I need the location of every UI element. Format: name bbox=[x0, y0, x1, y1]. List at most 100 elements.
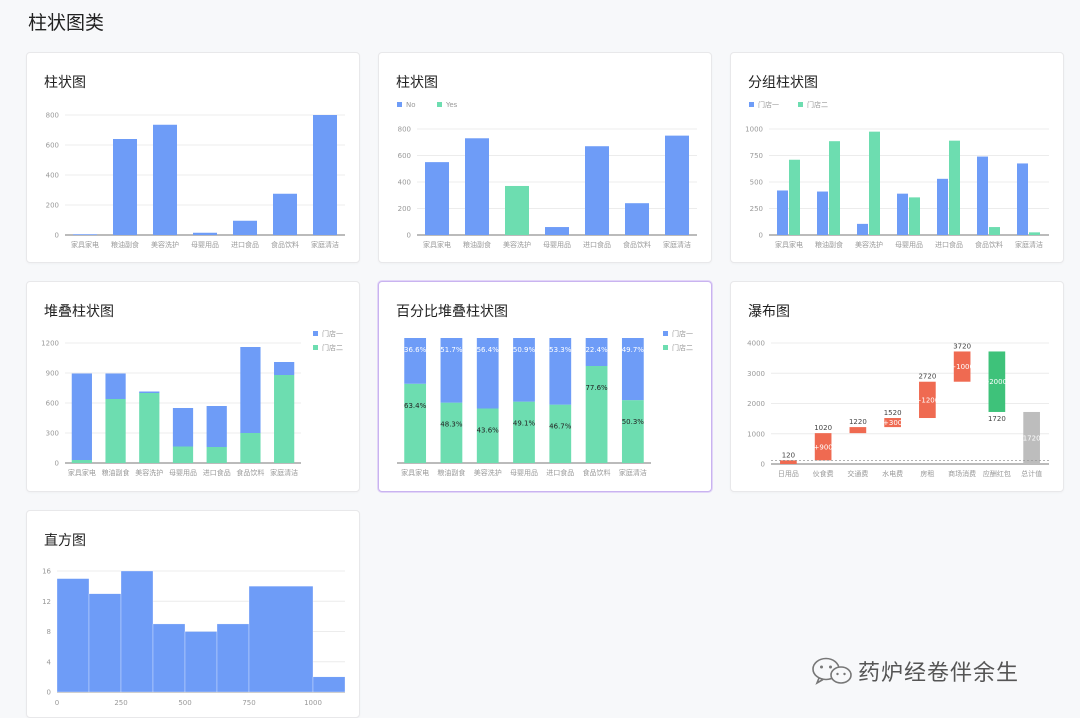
bar bbox=[625, 203, 649, 235]
chart-card-percent-stacked-bar[interactable]: 百分比堆叠柱状图 门店一 门店二 63.4% 36.6% 48.3% 51.7% 43.6%… bbox=[378, 281, 712, 492]
bar bbox=[505, 185, 529, 235]
bar-segment bbox=[274, 375, 295, 463]
data-label: 48.3% bbox=[440, 421, 463, 429]
chart-card-bar-colored[interactable]: 柱状图 No Yes 0 200 400 600 800 家具家电 粮油副食 美容洗护 母婴用品 进口… bbox=[378, 52, 712, 263]
bar bbox=[829, 141, 840, 235]
x-tick-label: 粮油副食 bbox=[437, 468, 465, 477]
x-tick-label: 总计值 bbox=[1021, 469, 1042, 478]
chart-card-bar[interactable]: 柱状图 0 200 400 600 800 家具家电 粮油副食 美容洗护 母婴用品 进口食品 食品饮… bbox=[26, 52, 360, 263]
x-tick-label: 应酬红包 bbox=[983, 469, 1011, 478]
legend-label: 门店一 bbox=[322, 329, 343, 338]
bar bbox=[857, 223, 868, 235]
x-tick-label: 家具家电 bbox=[71, 240, 99, 249]
y-tick-label: 12 bbox=[42, 598, 51, 606]
y-tick-label: 16 bbox=[42, 568, 51, 576]
bar bbox=[937, 178, 948, 235]
delta-label: +1200 bbox=[916, 396, 940, 404]
x-tick-label: 家庭清洁 bbox=[270, 468, 298, 477]
x-tick-label: 母婴用品 bbox=[510, 469, 538, 477]
bar-segment bbox=[240, 433, 261, 463]
x-tick-label: 食品饮料 bbox=[583, 468, 611, 477]
legend-swatch bbox=[749, 102, 754, 107]
bar-segment bbox=[585, 366, 608, 463]
x-tick-label: 商场消费 bbox=[948, 469, 976, 478]
data-label: 51.7% bbox=[440, 346, 463, 354]
histogram-bar bbox=[312, 676, 346, 693]
delta-label: +900 bbox=[814, 443, 833, 451]
bar-segment bbox=[513, 401, 535, 463]
x-tick-label: 日用品 bbox=[778, 470, 799, 478]
legend-swatch bbox=[437, 102, 442, 107]
bar bbox=[313, 115, 337, 235]
bar bbox=[465, 138, 489, 235]
bar-segment bbox=[274, 362, 295, 375]
chart-card-histogram[interactable]: 直方图 0 4 8 12 16 0 250 500 750 1000 bbox=[26, 510, 360, 718]
bar-segment bbox=[621, 400, 644, 463]
x-tick-label: 美容洗护 bbox=[503, 240, 531, 249]
x-tick-label: 进口食品 bbox=[203, 468, 231, 477]
data-label: 50.9% bbox=[513, 346, 536, 354]
y-tick-label: 300 bbox=[46, 430, 59, 438]
y-tick-label: 400 bbox=[398, 179, 411, 187]
x-tick-label: 美容洗护 bbox=[855, 240, 883, 249]
bar-segment bbox=[71, 460, 92, 463]
card-title: 直方图 bbox=[44, 533, 86, 549]
x-tick-label: 家具家电 bbox=[423, 240, 451, 249]
card-title: 瀑布图 bbox=[748, 304, 790, 320]
bar-segment bbox=[476, 338, 499, 409]
waterfall-bar bbox=[953, 351, 971, 382]
data-label: 63.4% bbox=[404, 402, 427, 410]
data-label: 50.3% bbox=[622, 418, 645, 426]
data-label: 46.7% bbox=[549, 423, 572, 431]
chart-card-waterfall[interactable]: 瀑布图 0 1000 2000 3000 4000 120 1020 +900 1220 1520… bbox=[730, 281, 1064, 492]
x-tick-label: 进口食品 bbox=[935, 240, 963, 249]
value-label: 1720 bbox=[988, 415, 1006, 423]
x-tick-label: 粮油副食 bbox=[815, 240, 843, 249]
bar-segment bbox=[404, 383, 427, 463]
histogram-bar bbox=[216, 623, 250, 693]
y-tick-label: 800 bbox=[46, 112, 59, 120]
y-tick-label: 600 bbox=[46, 142, 59, 150]
legend-swatch bbox=[397, 102, 402, 107]
data-label: 77.6% bbox=[585, 384, 608, 392]
bar bbox=[949, 140, 960, 235]
waterfall-bar bbox=[849, 427, 867, 434]
legend-label: 门店二 bbox=[322, 343, 343, 352]
bar bbox=[233, 220, 257, 235]
bar-segment bbox=[71, 373, 92, 460]
histogram-chart: 0 4 8 12 16 0 250 500 750 1000 bbox=[42, 568, 346, 707]
bar-segment bbox=[105, 373, 126, 399]
x-tick-label: 母婴用品 bbox=[191, 241, 219, 249]
waterfall-bar bbox=[919, 381, 936, 419]
bar bbox=[789, 159, 800, 235]
value-label: 2720 bbox=[918, 373, 936, 381]
bar-segment bbox=[549, 338, 572, 405]
x-tick-label: 美容洗护 bbox=[135, 468, 163, 477]
x-tick-label: 房租 bbox=[920, 469, 934, 478]
y-tick-label: 1200 bbox=[41, 340, 59, 348]
legend-label: Yes bbox=[445, 101, 458, 109]
x-tick-label: 伙食费 bbox=[813, 469, 834, 478]
delta-label: -2000 bbox=[987, 378, 1007, 386]
y-tick-label: 1000 bbox=[747, 430, 765, 438]
data-label: 56.4% bbox=[477, 346, 500, 354]
bar-segment bbox=[139, 393, 160, 463]
legend-label: 门店二 bbox=[807, 100, 828, 109]
bar bbox=[1017, 163, 1028, 235]
y-tick-label: 0 bbox=[55, 232, 59, 240]
data-label: 53.3% bbox=[549, 346, 572, 354]
y-tick-label: 0 bbox=[759, 232, 763, 240]
chart-card-stacked-bar[interactable]: 堆叠柱状图 门店一 门店二 0 300 600 900 1200 家具家电 粮油副食 美容洗护 母婴… bbox=[26, 281, 360, 492]
legend-label: 门店一 bbox=[672, 329, 693, 338]
x-tick-label: 250 bbox=[114, 699, 127, 707]
x-tick-label: 0 bbox=[55, 699, 59, 707]
y-tick-label: 200 bbox=[46, 202, 59, 210]
bar-segment bbox=[404, 338, 427, 384]
bar bbox=[425, 162, 449, 235]
x-tick-label: 水电费 bbox=[882, 469, 903, 478]
value-label: 3720 bbox=[953, 342, 971, 350]
data-label: 49.7% bbox=[622, 346, 645, 354]
chart-card-grouped-bar[interactable]: 分组柱状图 门店一 门店二 0 250 500 750 1000 家具家电 粮油副食 美容洗护 母婴… bbox=[730, 52, 1064, 263]
bar bbox=[909, 197, 920, 235]
x-tick-label: 美容洗护 bbox=[474, 468, 502, 477]
